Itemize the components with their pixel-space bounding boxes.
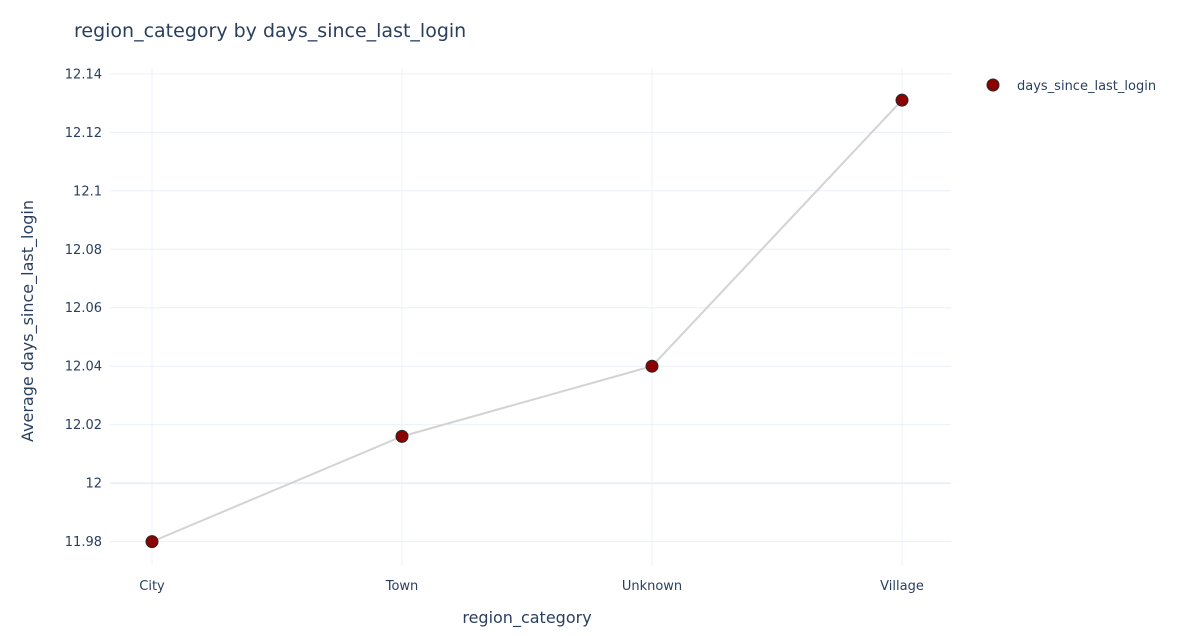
y-tick-label: 12.06 [65, 301, 102, 316]
grid [110, 68, 951, 565]
x-axis-title: region_category [462, 608, 591, 628]
y-tick-label: 12 [85, 477, 102, 492]
x-tick-label: City [139, 579, 165, 594]
chart-title: region_category by days_since_last_login [74, 20, 466, 42]
legend-marker [986, 78, 1000, 92]
series-layer [145, 93, 909, 549]
data-point[interactable] [395, 429, 409, 443]
y-tick-label: 11.98 [65, 535, 102, 550]
x-tick-label: Village [880, 579, 924, 594]
series-line [151, 99, 903, 543]
legend[interactable]: days_since_last_login [986, 78, 1156, 94]
data-point[interactable] [145, 535, 159, 549]
y-tick-label: 12.1 [73, 184, 102, 199]
y-tick-label: 12.14 [65, 67, 102, 82]
x-axis-ticks: City Town Unknown Village [139, 579, 924, 594]
y-tick-label: 12.08 [65, 243, 102, 258]
data-point[interactable] [645, 359, 659, 373]
legend-label: days_since_last_login [1017, 79, 1156, 94]
y-tick-label: 12.12 [65, 126, 102, 141]
y-tick-label: 12.02 [65, 418, 102, 433]
y-tick-label: 12.04 [65, 360, 102, 375]
data-point[interactable] [895, 93, 909, 107]
x-tick-label: Unknown [622, 579, 682, 594]
y-axis-ticks: 11.98 12 12.02 12.04 12.06 12.08 12.1 12.12 12.1… [65, 67, 102, 550]
x-tick-label: Town [385, 579, 419, 594]
y-axis-title: Average days_since_last_login [18, 200, 38, 442]
